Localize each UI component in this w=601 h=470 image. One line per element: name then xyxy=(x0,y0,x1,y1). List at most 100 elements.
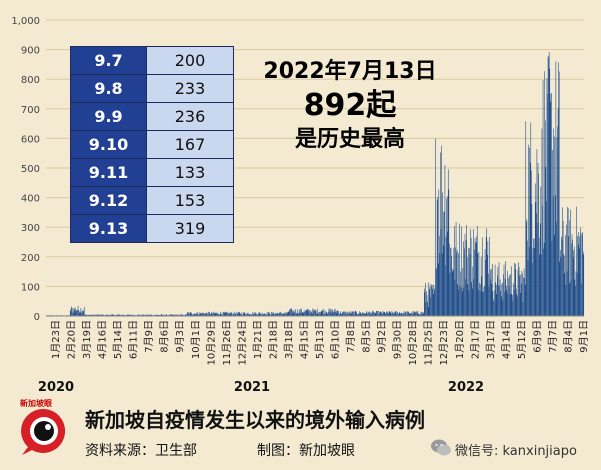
bar xyxy=(320,311,321,316)
bar xyxy=(442,192,443,316)
bar xyxy=(283,313,285,316)
bar xyxy=(275,313,277,316)
bar xyxy=(439,252,441,316)
bar xyxy=(459,223,460,316)
x-tick-label: 2月20日 xyxy=(66,320,78,359)
bar xyxy=(484,285,485,316)
bar xyxy=(490,283,492,316)
bar xyxy=(411,311,413,316)
bar xyxy=(273,313,275,316)
bar xyxy=(199,313,201,316)
bar xyxy=(321,309,323,316)
bar xyxy=(531,170,532,316)
bar xyxy=(578,232,580,316)
bar xyxy=(317,313,319,316)
bar xyxy=(420,311,422,316)
bar xyxy=(445,265,446,316)
bar xyxy=(541,128,543,316)
bar xyxy=(575,271,577,316)
y-tick-label: 700 xyxy=(21,105,40,116)
bar xyxy=(564,255,566,316)
bar xyxy=(533,238,535,316)
bar xyxy=(582,232,583,316)
bar xyxy=(431,284,433,316)
bar xyxy=(578,236,580,316)
bar xyxy=(539,254,540,316)
bar xyxy=(465,240,467,316)
bar xyxy=(364,313,366,316)
bar xyxy=(278,314,280,316)
bar xyxy=(203,312,204,316)
x-axis-ticks: 1月23日 2月20日 3月19日 4月16日 5月14日 6月11日 7月9日 8月6日 9月… xyxy=(50,320,590,365)
bar xyxy=(296,313,297,316)
bar xyxy=(469,254,471,316)
bar xyxy=(577,244,579,316)
bar xyxy=(522,273,523,316)
bar xyxy=(119,314,121,316)
bar xyxy=(150,314,152,316)
bar xyxy=(282,313,284,316)
bar xyxy=(260,313,262,316)
bar xyxy=(534,248,535,316)
x-tick-label: 11月26日 xyxy=(221,320,233,365)
bar xyxy=(389,311,391,316)
bar xyxy=(295,312,297,316)
bar xyxy=(304,309,306,316)
x-tick-label: 2月18日 xyxy=(267,320,279,359)
bar xyxy=(388,311,390,316)
bar xyxy=(121,314,123,316)
bar xyxy=(249,314,251,316)
bar xyxy=(284,313,285,316)
bar xyxy=(425,302,427,316)
bar xyxy=(202,313,204,316)
bar xyxy=(561,239,563,316)
bar xyxy=(372,310,373,316)
bar xyxy=(528,246,530,316)
bar xyxy=(405,311,407,316)
bar xyxy=(256,313,257,316)
bar xyxy=(219,314,220,316)
bar xyxy=(368,311,370,316)
table-date: 9.12 xyxy=(70,186,147,215)
bar xyxy=(397,311,398,316)
bar xyxy=(538,173,539,316)
bar xyxy=(85,314,86,316)
bar xyxy=(466,283,468,316)
bar xyxy=(362,312,364,316)
bar xyxy=(180,314,181,316)
bar xyxy=(519,292,521,316)
year-label: 2020 xyxy=(38,380,74,395)
bar xyxy=(343,312,345,316)
bar xyxy=(120,314,122,316)
bar xyxy=(399,312,401,316)
headline-count: 892起 xyxy=(303,88,397,123)
bar xyxy=(123,314,125,316)
bar xyxy=(383,311,385,316)
bar xyxy=(261,314,262,316)
bar xyxy=(243,313,244,316)
bar xyxy=(395,311,396,316)
bar xyxy=(539,223,541,316)
bar xyxy=(509,294,511,316)
bar xyxy=(171,314,173,316)
bar xyxy=(419,314,421,316)
bar xyxy=(117,314,119,316)
bar xyxy=(555,195,556,316)
table-date: 9.11 xyxy=(70,158,147,187)
bar xyxy=(503,264,505,316)
bar xyxy=(98,314,100,316)
bar xyxy=(563,273,565,316)
bar xyxy=(401,312,402,316)
bar xyxy=(298,314,300,316)
bar xyxy=(200,313,202,316)
bar xyxy=(345,311,346,316)
bar xyxy=(422,313,423,316)
bar xyxy=(556,222,557,316)
bar xyxy=(337,310,338,316)
bar xyxy=(468,247,469,316)
bar xyxy=(274,313,276,316)
bar xyxy=(527,240,528,316)
bar xyxy=(543,248,544,316)
bar xyxy=(111,314,112,316)
bar xyxy=(94,314,96,316)
